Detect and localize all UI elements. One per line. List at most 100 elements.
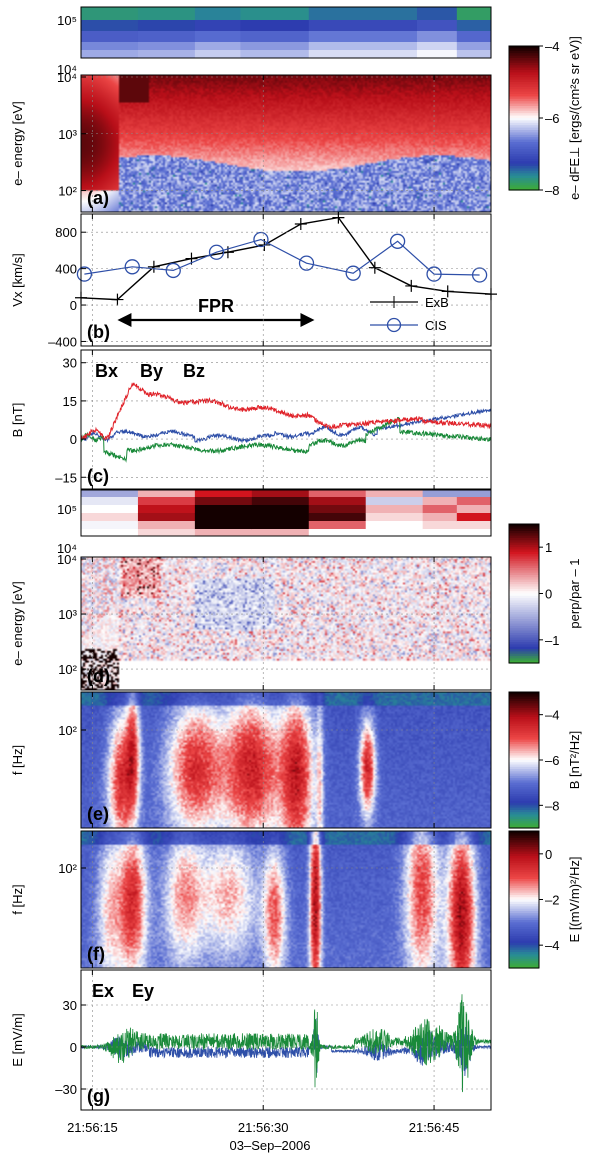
colorbar-d-cell (509, 556, 539, 560)
colorbar-d-cell (509, 593, 539, 597)
panel-a-strip-cell (240, 42, 310, 51)
panel-d-strip-cell (365, 529, 424, 537)
legend-bx-label: Bx (95, 361, 118, 381)
colorbar-f-cell (509, 890, 539, 894)
colorbar-a-cell (509, 77, 539, 81)
panel-label-f: (f) (87, 944, 105, 964)
colorbar-d-cell (509, 542, 539, 546)
panel-c-ytick-label: 15 (63, 394, 77, 409)
colorbar-e-cell (509, 737, 539, 741)
colorbar-a-cell (509, 60, 539, 64)
date-label: 03–Sep–2006 (230, 1138, 311, 1153)
panel-b-ytick-label: 0 (70, 298, 77, 313)
panel-d-strip-cell (365, 505, 424, 514)
panel-d-spectrogram (81, 557, 491, 690)
time-tick-label: 21:56:30 (238, 1120, 289, 1135)
colorbar-a-cell (509, 134, 539, 138)
colorbar-e-cell (509, 780, 539, 784)
colorbar-a-cell (509, 125, 539, 129)
colorbar-d-tick-label: –1 (545, 633, 559, 648)
panel-d-strip-cell (81, 529, 139, 537)
colorbar-a-cell (509, 180, 539, 184)
colorbar-a-label: e– dFE⊥ [ergs/(cm²s sr eV)] (567, 36, 582, 200)
panel-a-strip-cell (456, 7, 492, 21)
panel-d-strip-cell (251, 513, 310, 522)
panel-d-strip-cell (81, 497, 139, 506)
colorbar-d-cell (509, 570, 539, 574)
panel-a-strip-cell (416, 50, 458, 59)
colorbar-e-cell (509, 791, 539, 795)
colorbar-e-cell (509, 762, 539, 766)
colorbar-e-cell (509, 778, 539, 781)
colorbar-d-cell (509, 651, 539, 655)
colorbar-f-cell (509, 862, 539, 866)
colorbar-a-cell (509, 137, 539, 141)
colorbar-a-cell (509, 65, 539, 69)
series-cis-point (208, 244, 225, 260)
colorbar-d-cell (509, 623, 539, 627)
colorbar-d-cell (509, 547, 539, 551)
colorbar-d-cell (509, 618, 539, 622)
colorbar-e-cell (509, 748, 539, 752)
colorbar-d-cell (509, 609, 539, 613)
colorbar-d-cell (509, 658, 539, 662)
colorbar-d-cell (509, 544, 539, 548)
panel-a-ylabel: e– energy [eV] (10, 101, 25, 186)
colorbar-f-cell (509, 947, 539, 951)
colorbar-d-tick-label: 1 (545, 540, 552, 555)
colorbar-e-cell (509, 750, 539, 754)
colorbar-a-cell (509, 149, 539, 153)
panel-d-strip-cell (194, 497, 253, 506)
panel-e-ylabel: f [Hz] (10, 745, 25, 775)
colorbar-e-cell (509, 698, 539, 702)
colorbar-e-cell (509, 703, 539, 707)
panel-d-strip-cell (422, 529, 458, 537)
colorbar-a-cell (509, 154, 539, 157)
colorbar-d-cell (509, 602, 539, 606)
panel-a-ytick-label: 10⁴ (57, 70, 77, 85)
panel-a-strip-cell (194, 31, 241, 43)
colorbar-f-cell (509, 924, 539, 928)
panel-d-strip-cell (251, 489, 310, 498)
colorbar-a-cell (509, 144, 539, 148)
colorbar-a-cell (509, 142, 539, 145)
colorbar-a-cell (509, 94, 539, 97)
colorbar-d-cell (509, 600, 539, 604)
fpr-arrow-head-left (117, 313, 132, 327)
colorbar-e-cell (509, 821, 539, 825)
colorbar-f-cell (509, 920, 539, 923)
colorbar-a-cell (509, 146, 539, 150)
panel-d-strip-cell (308, 497, 367, 506)
panel-f-frame (80, 830, 492, 969)
panel-a-strip-cell (456, 20, 492, 32)
colorbar-e-label: B [nT²/Hz] (567, 731, 582, 790)
panel-a-strip-cell (81, 42, 139, 51)
panel-label-d: (d) (87, 666, 110, 686)
colorbar-d-cell (509, 605, 539, 608)
colorbar-a-cell (509, 139, 539, 143)
colorbar-a-cell (509, 120, 539, 124)
legend-ex-label: Ex (92, 981, 114, 1001)
panel-d-strip-cell (422, 497, 458, 506)
colorbar-a-tick-label: –8 (545, 183, 559, 198)
panel-f-spectrogram (81, 831, 491, 968)
colorbar-d-cell (509, 524, 539, 527)
panel-a-strip-cell (240, 31, 310, 43)
colorbar-e-cell (509, 812, 539, 815)
colorbar-e-cell (509, 694, 539, 698)
colorbar-d-cell (509, 591, 539, 595)
colorbar-d-cell (509, 621, 539, 625)
colorbar-a-cell (509, 170, 539, 174)
colorbar-f-cell (509, 881, 539, 885)
colorbar-d-cell (509, 558, 539, 562)
panel-a-strip-cell (240, 20, 310, 32)
colorbar-e-cell (509, 809, 539, 813)
colorbar-d-cell (509, 551, 539, 555)
series-cis-line (84, 238, 480, 276)
panel-a-strip-cell (456, 42, 492, 51)
colorbar-e-cell (509, 707, 539, 711)
colorbar-a-cell (509, 48, 539, 52)
panel-a-strip-cell (137, 42, 196, 51)
colorbar-a-cell (509, 53, 539, 57)
colorbar-e-cell (509, 766, 539, 770)
